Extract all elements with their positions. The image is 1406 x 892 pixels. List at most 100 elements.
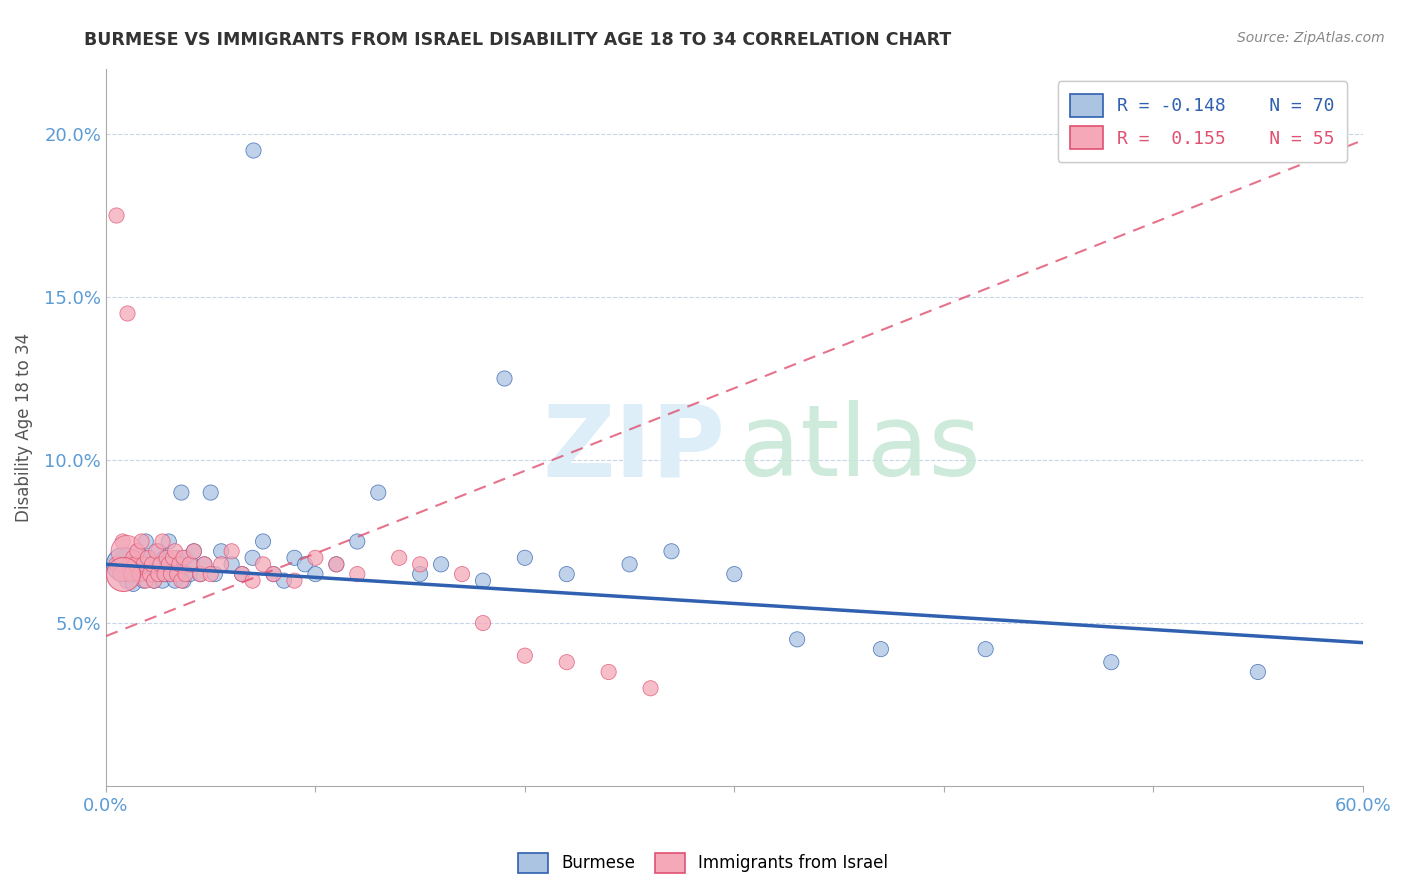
Point xyxy=(136,567,159,582)
Point xyxy=(231,567,253,582)
Point xyxy=(149,558,172,572)
Point xyxy=(162,550,184,565)
Point xyxy=(143,574,166,588)
Point xyxy=(122,550,145,565)
Point xyxy=(640,681,662,696)
Point xyxy=(472,615,495,630)
Point xyxy=(183,544,205,558)
Text: BURMESE VS IMMIGRANTS FROM ISRAEL DISABILITY AGE 18 TO 34 CORRELATION CHART: BURMESE VS IMMIGRANTS FROM ISRAEL DISABI… xyxy=(84,31,952,49)
Point xyxy=(472,574,495,588)
Point xyxy=(513,550,536,565)
Point xyxy=(127,544,149,558)
Text: ZIP: ZIP xyxy=(543,401,725,498)
Point xyxy=(252,534,274,549)
Point xyxy=(110,567,132,582)
Point xyxy=(124,558,146,572)
Point xyxy=(110,567,132,582)
Point xyxy=(367,485,389,500)
Point xyxy=(132,574,155,588)
Point xyxy=(141,567,163,582)
Point xyxy=(153,567,176,582)
Point xyxy=(388,550,411,565)
Point xyxy=(170,485,193,500)
Point xyxy=(145,544,167,558)
Point xyxy=(132,558,155,572)
Point xyxy=(492,371,515,385)
Point xyxy=(118,558,141,572)
Point xyxy=(111,550,134,565)
Point xyxy=(513,648,536,663)
Point xyxy=(188,567,211,582)
Point xyxy=(974,642,997,657)
Point xyxy=(252,558,274,572)
Point xyxy=(209,558,232,572)
Point xyxy=(451,567,474,582)
Point xyxy=(221,558,243,572)
Point xyxy=(105,558,128,572)
Point xyxy=(115,558,138,572)
Point xyxy=(166,567,188,582)
Point xyxy=(157,558,180,572)
Point xyxy=(870,642,893,657)
Point xyxy=(200,485,222,500)
Point xyxy=(148,567,170,582)
Point xyxy=(149,558,172,572)
Point xyxy=(661,544,683,558)
Point xyxy=(124,550,146,565)
Point xyxy=(120,567,142,582)
Point xyxy=(193,558,215,572)
Point xyxy=(172,574,194,588)
Point xyxy=(346,567,368,582)
Point xyxy=(294,558,316,572)
Point xyxy=(111,534,134,549)
Point xyxy=(128,567,150,582)
Point xyxy=(183,544,205,558)
Point xyxy=(136,550,159,565)
Y-axis label: Disability Age 18 to 34: Disability Age 18 to 34 xyxy=(15,333,32,522)
Point xyxy=(132,550,155,565)
Point xyxy=(136,558,159,572)
Point xyxy=(111,558,134,572)
Point xyxy=(200,567,222,582)
Point xyxy=(160,567,183,582)
Point xyxy=(221,544,243,558)
Point xyxy=(115,574,138,588)
Point xyxy=(1247,665,1270,679)
Point xyxy=(231,567,253,582)
Point xyxy=(325,558,347,572)
Point xyxy=(325,558,347,572)
Point xyxy=(135,534,157,549)
Point xyxy=(169,558,191,572)
Point xyxy=(165,574,187,588)
Point xyxy=(242,574,264,588)
Point xyxy=(111,567,134,582)
Point xyxy=(193,558,215,572)
Point xyxy=(152,534,174,549)
Point xyxy=(170,574,193,588)
Point xyxy=(131,534,153,549)
Legend: R = -0.148    N = 70, R =  0.155    N = 55: R = -0.148 N = 70, R = 0.155 N = 55 xyxy=(1057,81,1347,161)
Point xyxy=(148,544,170,558)
Point xyxy=(157,534,180,549)
Point xyxy=(135,574,157,588)
Point xyxy=(160,567,183,582)
Point xyxy=(169,567,191,582)
Point xyxy=(128,567,150,582)
Point xyxy=(209,544,232,558)
Point xyxy=(148,567,170,582)
Point xyxy=(242,143,264,157)
Point xyxy=(409,567,432,582)
Point xyxy=(786,632,808,647)
Point xyxy=(143,574,166,588)
Text: Source: ZipAtlas.com: Source: ZipAtlas.com xyxy=(1237,31,1385,45)
Point xyxy=(145,558,167,572)
Point xyxy=(242,550,264,565)
Point xyxy=(430,558,453,572)
Point xyxy=(555,567,578,582)
Text: atlas: atlas xyxy=(740,401,981,498)
Point xyxy=(174,567,197,582)
Point xyxy=(122,577,145,591)
Point xyxy=(304,550,326,565)
Point xyxy=(105,558,128,572)
Point xyxy=(115,544,138,558)
